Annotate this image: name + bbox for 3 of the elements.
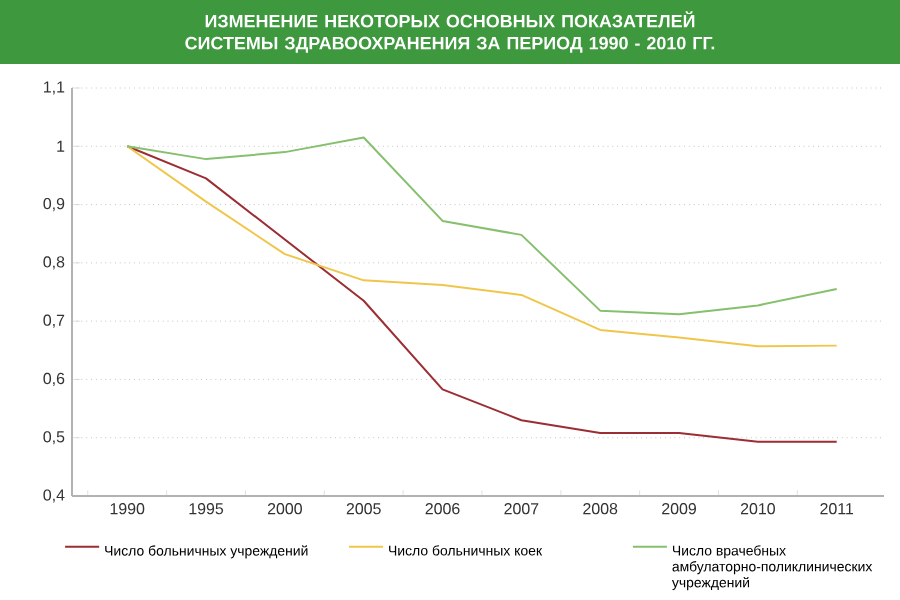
line-series (126, 136, 838, 316)
line-series (126, 145, 838, 348)
chart-title: ИЗМЕНЕНИЕ НЕКОТОРЫХ ОСНОВНЫХ ПОКАЗАТЕЛЕЙ СИСТЕМЫ ЗДРАВООХРАНЕНИЯ ЗА ПЕРИОД 1990 - 2010 ГГ. (185, 11, 715, 53)
